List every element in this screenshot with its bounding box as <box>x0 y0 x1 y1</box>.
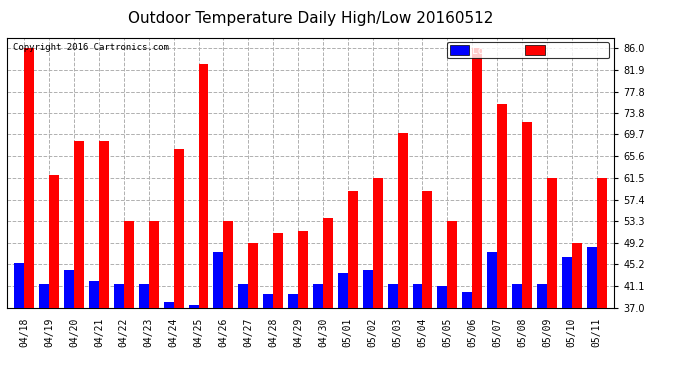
Bar <box>313 284 323 308</box>
Bar <box>323 217 333 308</box>
Bar <box>373 178 383 308</box>
Bar <box>586 247 597 308</box>
Bar <box>472 48 482 308</box>
Bar <box>74 141 84 308</box>
Bar <box>363 270 373 308</box>
Bar <box>114 284 124 308</box>
Bar <box>39 284 49 308</box>
Bar <box>89 281 99 308</box>
Bar <box>522 122 532 308</box>
Bar <box>447 221 457 308</box>
Bar <box>238 284 248 308</box>
Text: Outdoor Temperature Daily High/Low 20160512: Outdoor Temperature Daily High/Low 20160… <box>128 11 493 26</box>
Bar <box>413 284 422 308</box>
Bar <box>248 243 258 308</box>
Bar <box>462 292 472 308</box>
Bar <box>512 284 522 308</box>
Bar <box>273 233 283 308</box>
Bar <box>597 178 607 308</box>
Bar <box>288 294 298 307</box>
Bar <box>348 191 358 308</box>
Bar <box>388 284 397 308</box>
Bar <box>263 294 273 307</box>
Bar <box>487 252 497 308</box>
Bar <box>64 270 74 308</box>
Bar <box>188 305 199 308</box>
Bar <box>139 284 149 308</box>
Bar <box>14 262 24 308</box>
Bar <box>562 257 572 307</box>
Bar <box>572 243 582 308</box>
Bar <box>397 133 408 308</box>
Bar <box>124 221 134 308</box>
Bar <box>547 178 557 308</box>
Bar <box>164 302 174 307</box>
Text: Copyright 2016 Cartronics.com: Copyright 2016 Cartronics.com <box>13 43 169 52</box>
Bar <box>213 252 224 308</box>
Bar <box>437 286 447 308</box>
Bar <box>338 273 348 308</box>
Bar <box>422 191 433 308</box>
Bar <box>99 141 109 308</box>
Bar <box>224 221 233 308</box>
Bar <box>49 175 59 308</box>
Bar <box>199 64 208 308</box>
Legend: Low  (°F), High  (°F): Low (°F), High (°F) <box>447 42 609 58</box>
Bar <box>497 104 507 308</box>
Bar <box>149 221 159 308</box>
Bar <box>174 148 184 308</box>
Bar <box>537 284 547 308</box>
Bar <box>298 231 308 308</box>
Bar <box>24 48 34 308</box>
